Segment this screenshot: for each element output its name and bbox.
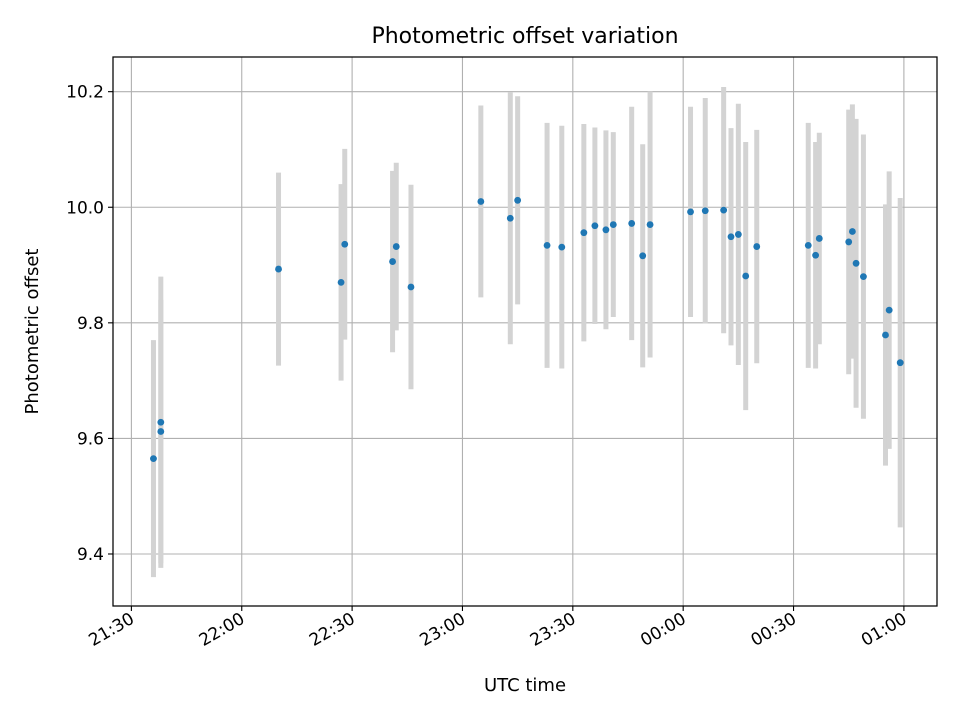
data-point [275, 265, 282, 273]
data-point [845, 238, 853, 246]
data-point [602, 226, 610, 234]
data-point [804, 241, 812, 249]
data-point [860, 273, 867, 280]
x-tick-label: 00:00 [637, 609, 689, 651]
x-tick-label: 23:30 [527, 609, 579, 651]
data-point [389, 258, 396, 265]
data-point [514, 196, 522, 204]
data-point [848, 228, 856, 235]
x-tick-label: 23:00 [417, 609, 469, 651]
data-point [477, 198, 485, 205]
x-axis-label: UTC time [484, 675, 566, 696]
data-point [407, 283, 415, 291]
data-point [701, 207, 709, 215]
data-point [639, 252, 647, 260]
data-point [609, 221, 617, 228]
x-tick-label: 22:30 [306, 609, 358, 651]
y-tick-label: 9.8 [77, 314, 104, 334]
data-point [885, 306, 893, 314]
data-point [852, 259, 860, 267]
y-tick-label: 10.0 [66, 198, 104, 218]
data-point [753, 243, 761, 250]
data-point [543, 241, 551, 249]
data-point [882, 331, 889, 339]
error-bars [150, 87, 903, 578]
data-point [392, 243, 400, 250]
chart-title: Photometric offset variation [371, 24, 678, 49]
x-tick-label: 22:00 [196, 609, 248, 651]
data-point [742, 272, 750, 280]
data-point [720, 206, 728, 214]
data-points [150, 196, 904, 463]
x-axis-ticks: 21:30 22:00 22:30 23:00 23:30 00:00 00:30 01:00 [85, 606, 910, 651]
data-point [341, 240, 349, 248]
data-point [157, 428, 165, 435]
data-point [815, 235, 823, 242]
data-point [150, 455, 157, 463]
y-tick-label: 9.6 [77, 429, 104, 449]
x-tick-label: 00:30 [748, 609, 800, 651]
x-tick-label: 21:30 [85, 609, 137, 651]
data-point [646, 221, 654, 228]
data-point [591, 222, 599, 230]
y-axis-label: Photometric offset [22, 249, 43, 415]
data-point [687, 208, 694, 216]
data-point [558, 243, 566, 251]
plot-area-frame [112, 56, 938, 607]
data-point [580, 229, 588, 237]
data-point [812, 251, 820, 259]
y-tick-label: 9.4 [77, 545, 104, 565]
data-point [628, 220, 636, 227]
y-axis-ticks: 9.4 9.6 9.8 10.0 10.2 [66, 83, 113, 565]
data-point [506, 214, 514, 222]
data-point [896, 359, 904, 367]
grid [113, 57, 937, 606]
y-tick-label: 10.2 [66, 83, 104, 103]
data-point [734, 231, 742, 238]
data-point [727, 233, 735, 241]
data-point [337, 278, 345, 286]
x-tick-label: 01:00 [858, 609, 910, 651]
data-point [157, 418, 165, 426]
